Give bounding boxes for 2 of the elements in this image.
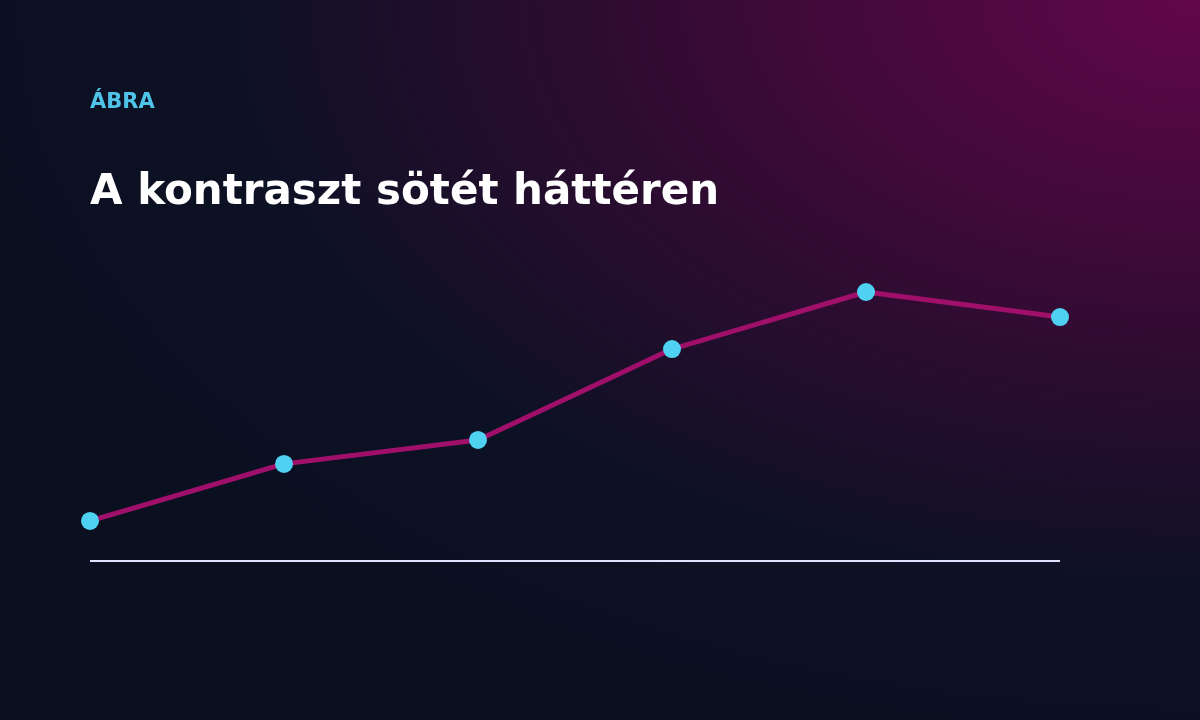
chart-title: A kontraszt sötét háttéren <box>90 165 720 214</box>
chart-subtitle: ÁBRA <box>90 88 156 113</box>
